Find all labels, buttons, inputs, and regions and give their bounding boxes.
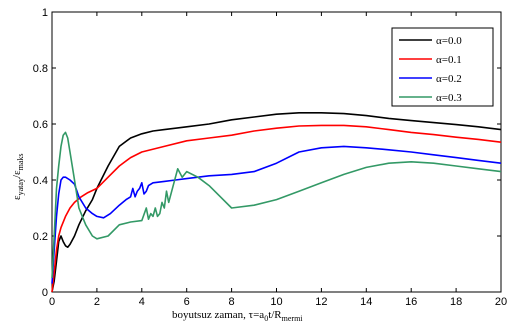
x-tick-label: 10: [270, 296, 282, 308]
x-tick-label: 2: [94, 296, 100, 308]
series-line-3: [51, 131, 502, 279]
y-tick-labels: 0 0.2 0.4 0.6 0.8 1: [33, 7, 48, 299]
y-axis-label: εyatay/εmaks: [11, 153, 25, 200]
legend-label-1: α=0.1: [436, 54, 462, 66]
y-tick-label: 0.2: [33, 231, 48, 243]
legend-label-3: α=0.3: [436, 92, 462, 104]
x-tick-label: 18: [450, 296, 462, 308]
x-tick-labels: 0 2 4 6 8 10 12 14 16 18 20: [49, 296, 507, 308]
legend: α=0.0 α=0.1 α=0.2 α=0.3: [391, 27, 494, 107]
x-tick-label: 20: [495, 296, 507, 308]
y-tick-label: 0: [42, 287, 48, 299]
x-axis-label: boyutsuz zaman, τ=a0t/Rmermi: [172, 309, 303, 323]
x-tick-label: 4: [139, 296, 145, 308]
legend-label-2: α=0.2: [436, 73, 462, 85]
y-tick-label: 1: [42, 7, 48, 19]
x-tick-label: 14: [360, 296, 372, 308]
legend-label-0: α=0.0: [436, 35, 462, 47]
series-line-2: [51, 145, 502, 284]
legend-box: [391, 27, 494, 107]
series-line-1: [51, 124, 502, 293]
x-tick-label: 0: [49, 296, 55, 308]
x-tick-label: 12: [315, 296, 327, 308]
series-line-0: [51, 112, 502, 293]
x-tick-label: 6: [184, 296, 190, 308]
y-tick-label: 0.4: [33, 175, 48, 187]
x-tick-label: 8: [229, 296, 235, 308]
series-lines: [51, 112, 502, 293]
y-tick-label: 0.8: [33, 63, 48, 75]
y-tick-label: 0.6: [33, 119, 48, 131]
x-tick-label: 16: [405, 296, 417, 308]
